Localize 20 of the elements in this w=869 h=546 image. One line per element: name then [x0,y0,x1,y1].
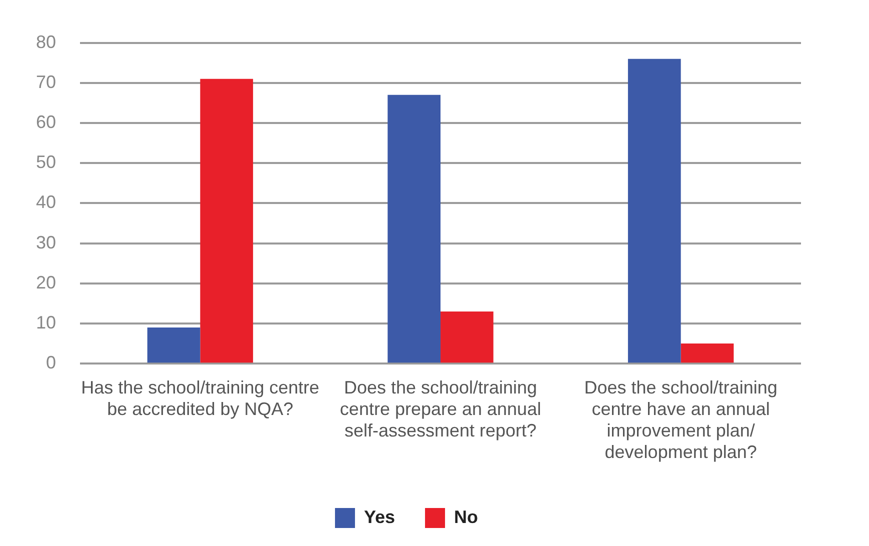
y-tick-label: 50 [36,152,56,172]
x-tick-label: Does the school/training centre have an annual improvement plan/ development plan? [584,377,778,462]
y-tick-label: 30 [36,232,56,252]
bar [680,344,734,363]
y-tick-label: 0 [46,352,56,373]
bar [440,311,494,363]
y-tick-label: 80 [36,32,56,52]
y-tick-label: 70 [36,72,56,92]
bar [200,78,254,363]
x-tick-label: Has the school/training centre be accredited by NQA? [81,377,320,419]
bar [147,328,200,363]
y-tick-label: 20 [36,272,56,292]
x-tick-label: Does the school/training centre prepare an annual self-assessment report? [340,377,542,441]
y-tick-label: 60 [36,112,56,132]
legend-label: Yes [364,506,396,527]
bar [388,94,441,363]
legend-label: No [454,506,478,527]
bar [628,58,681,363]
y-tick-label: 10 [36,312,56,332]
y-tick-label: 40 [36,192,56,212]
